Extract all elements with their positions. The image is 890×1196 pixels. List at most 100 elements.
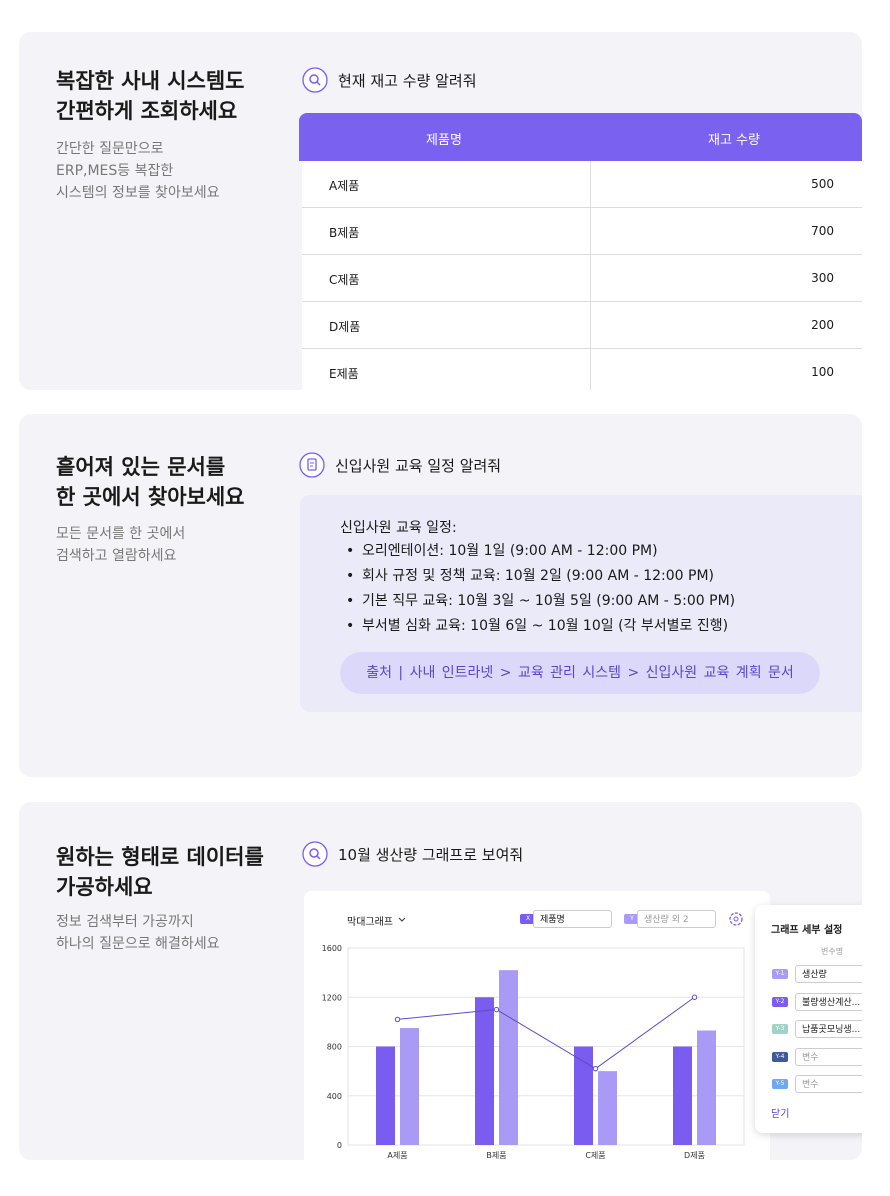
desc-line: 모든 문서를 한 곳에서 bbox=[56, 526, 186, 542]
query: 10월 생산량 그래프로 보여줘 bbox=[302, 841, 523, 867]
answer-list: 오리엔테이션: 10월 1일 (9:00 AM - 12:00 PM) 회사 규… bbox=[340, 539, 735, 639]
point bbox=[394, 1016, 401, 1023]
settings-icon[interactable] bbox=[728, 911, 744, 927]
series-chip: Y-5 bbox=[772, 1079, 788, 1089]
title-line: 한 곳에서 찾아보세요 bbox=[56, 485, 245, 509]
cell: 500 bbox=[811, 177, 834, 191]
cell: B제품 bbox=[329, 226, 360, 240]
bar bbox=[499, 970, 518, 1145]
title-line: 간편하게 조회하세요 bbox=[56, 99, 238, 123]
point bbox=[493, 1006, 500, 1013]
query: 현재 재고 수량 알려줘 bbox=[302, 67, 477, 93]
y-chip: Y bbox=[624, 914, 640, 924]
cell: 100 bbox=[811, 365, 834, 379]
y-tick-label: 0 bbox=[337, 1141, 342, 1150]
title-line: 복잡한 사내 시스템도 bbox=[56, 69, 245, 93]
chart-panel: 막대그래프 X 제품명 Y 생산량 외 2 0 400 800 1200 1600 A제품… bbox=[304, 891, 770, 1160]
x-select[interactable]: 제품명 bbox=[533, 910, 612, 928]
table-header: 제품명 재고 수량 bbox=[299, 113, 862, 161]
table-row: B제품 700 bbox=[302, 208, 862, 255]
cell: 200 bbox=[811, 318, 834, 332]
bar bbox=[475, 997, 494, 1145]
close-button[interactable]: 닫기 bbox=[771, 1109, 790, 1120]
x-tick-label: D제품 bbox=[684, 1151, 705, 1160]
answer-heading: 신입사원 교육 일정: bbox=[340, 520, 457, 536]
document-icon bbox=[299, 452, 325, 478]
desc-line: 시스템의 정보를 찾아보세요 bbox=[56, 185, 220, 201]
search-icon bbox=[302, 67, 328, 93]
x-tick-label: A제품 bbox=[387, 1151, 407, 1160]
series-chip: Y-3 bbox=[772, 1024, 788, 1034]
answer-item: 기본 직무 교육: 10월 3일 ~ 10월 5일 (9:00 AM - 5:0… bbox=[340, 589, 735, 614]
settings-title: 그래프 세부 설정 bbox=[771, 925, 843, 936]
table-row: D제품 200 bbox=[302, 302, 862, 349]
chevron bbox=[398, 917, 406, 922]
chart-type-select[interactable]: 막대그래프 bbox=[347, 917, 393, 928]
query: 신입사원 교육 일정 알려줘 bbox=[299, 452, 501, 478]
line bbox=[397, 996, 695, 1070]
answer-item: 부서별 심화 교육: 10월 6일 ~ 10월 10일 (각 부서별로 진행) bbox=[340, 614, 735, 639]
settings-panel: 그래프 세부 설정 변수명 Y-1 생산량 Y-2 불량생산계산... Y-3 납품곳모닝… bbox=[755, 905, 862, 1133]
bar bbox=[697, 1030, 716, 1145]
bar bbox=[598, 1071, 617, 1145]
query-text: 10월 생산량 그래프로 보여줘 bbox=[338, 845, 524, 864]
bar bbox=[376, 1046, 395, 1145]
search-icon bbox=[302, 841, 328, 867]
y-tick-label: 800 bbox=[327, 1043, 342, 1052]
answer-item: 오리엔테이션: 10월 1일 (9:00 AM - 12:00 PM) bbox=[340, 539, 735, 564]
query-text: 현재 재고 수량 알려줘 bbox=[338, 71, 477, 90]
title-line: 가공하세요 bbox=[56, 875, 153, 899]
answer-box: 신입사원 교육 일정: 오리엔테이션: 10월 1일 (9:00 AM - 12… bbox=[300, 495, 862, 712]
series-select[interactable]: 불량생산계산... bbox=[795, 992, 862, 1011]
series-chip: Y-1 bbox=[772, 969, 788, 979]
cell: D제품 bbox=[329, 320, 361, 334]
series-select[interactable]: 납품곳모닝생... bbox=[795, 1020, 862, 1038]
bar bbox=[673, 1046, 692, 1145]
y-select[interactable]: 생산량 외 2 bbox=[637, 910, 716, 928]
y-tick-label: 400 bbox=[327, 1092, 342, 1101]
desc-line: 간단한 질문만으로 bbox=[56, 141, 164, 157]
column-divider bbox=[590, 161, 591, 390]
table-row: A제품 500 bbox=[302, 161, 862, 208]
source-link[interactable]: 출처 | 사내 인트라넷 > 교육 관리 시스템 > 신입사원 교육 계획 문서 bbox=[340, 652, 820, 694]
y-tick-label: 1200 bbox=[322, 993, 342, 1002]
cell: E제품 bbox=[329, 367, 359, 381]
query-text: 신입사원 교육 일정 알려줘 bbox=[335, 456, 502, 475]
table-row: E제품 100 bbox=[302, 349, 862, 390]
cell: A제품 bbox=[329, 179, 360, 193]
point bbox=[592, 1065, 599, 1072]
header-cell: 제품명 bbox=[426, 133, 462, 148]
bar bbox=[574, 1046, 593, 1145]
bar bbox=[400, 1028, 419, 1145]
series-select[interactable]: 변수 bbox=[795, 1075, 862, 1093]
answer-item: 회사 규정 및 정책 교육: 10월 2일 (9:00 AM - 12:00 P… bbox=[340, 564, 735, 589]
desc-line: 하나의 질문으로 해결하세요 bbox=[56, 936, 220, 952]
title-line: 원하는 형태로 데이터를 bbox=[56, 845, 264, 869]
desc-line: ERP,MES등 복잡한 bbox=[56, 163, 174, 179]
series-select[interactable]: 변수 bbox=[795, 1047, 862, 1066]
series-chip: Y-4 bbox=[772, 1051, 788, 1062]
x-chip: X bbox=[520, 914, 536, 924]
cell: C제품 bbox=[329, 273, 360, 287]
desc-line: 정보 검색부터 가공까지 bbox=[56, 914, 194, 930]
cell: 300 bbox=[811, 271, 834, 285]
desc-line: 검색하고 열람하세요 bbox=[56, 548, 177, 564]
title-line: 흩어져 있는 문서를 bbox=[56, 455, 226, 479]
series-chip: Y-2 bbox=[772, 996, 788, 1007]
y-tick-label: 1600 bbox=[322, 944, 342, 953]
settings-column: 변수명 bbox=[821, 947, 844, 956]
series-select[interactable]: 생산량 bbox=[795, 965, 862, 983]
header-cell: 재고 수량 bbox=[708, 133, 760, 148]
x-tick-label: C제품 bbox=[585, 1151, 605, 1160]
table-row: C제품 300 bbox=[302, 255, 862, 302]
